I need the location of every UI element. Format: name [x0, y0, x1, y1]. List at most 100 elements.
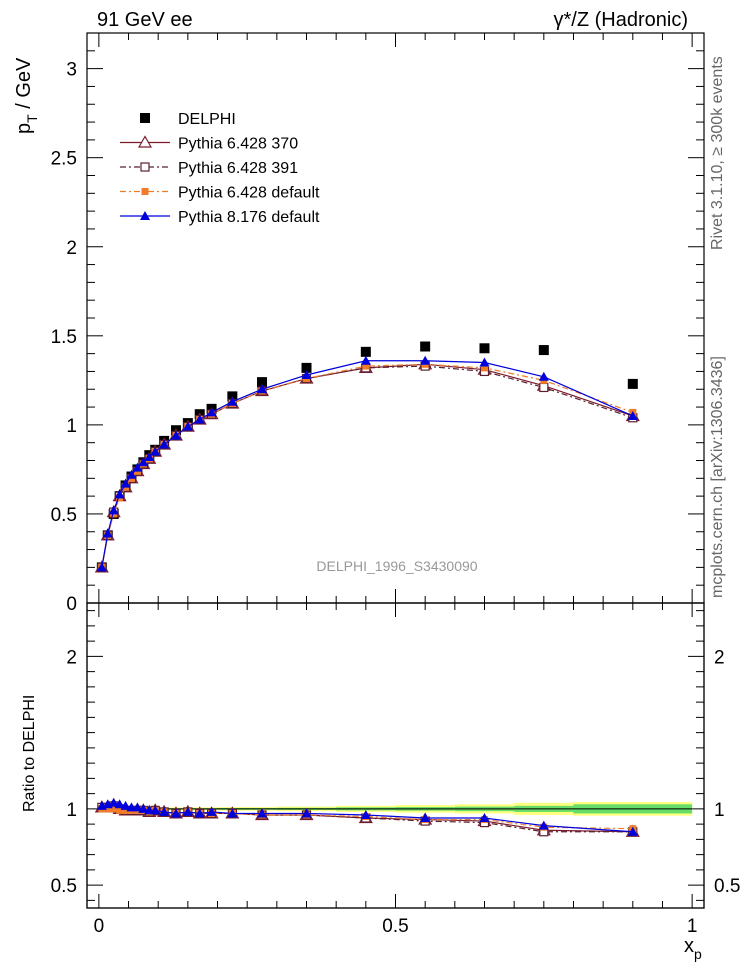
data-point	[538, 371, 549, 381]
data-point	[227, 396, 238, 406]
ratio-point	[159, 806, 170, 816]
legend-entry: Pythia 6.428 370	[120, 135, 298, 153]
data-point	[182, 421, 193, 431]
ratio-point	[194, 808, 205, 818]
analysis-watermark: DELPHI_1996_S3430090	[316, 558, 477, 574]
mcplots-label: mcplots.cern.ch [arXiv:1306.3436]	[709, 356, 726, 598]
series-line	[101, 360, 634, 568]
data-point	[170, 430, 181, 440]
y-tick-label: 2	[66, 238, 77, 259]
data-point	[301, 362, 312, 373]
ratio-point	[104, 805, 112, 813]
y-tick-label: 2.5	[51, 149, 77, 170]
ratio-point	[170, 808, 181, 818]
rivet-label: Rivet 3.1.10, ≥ 300k events	[709, 56, 726, 250]
data-point	[301, 370, 312, 379]
data-point	[539, 382, 549, 393]
x-axis-label: xp	[684, 935, 702, 962]
ratio-point	[538, 820, 549, 830]
y-tick-label: 0.5	[51, 876, 77, 897]
series-pythia-8-176-default	[96, 355, 638, 572]
ratio-point	[132, 802, 143, 812]
data-point	[150, 446, 161, 456]
y-tick-label-right: 2	[714, 647, 725, 668]
legend-entry: Pythia 8.176 default	[120, 209, 320, 226]
data-point	[96, 562, 107, 572]
legend-entry: Pythia 6.428 default	[120, 185, 320, 202]
series-line	[101, 365, 634, 568]
ratio-point	[116, 806, 124, 814]
data-point	[132, 462, 143, 472]
data-point	[159, 439, 170, 449]
legend-label: Pythia 6.428 default	[178, 185, 320, 202]
y-tick-label: 0.5	[51, 505, 77, 526]
x-tick-label: 1	[687, 916, 698, 937]
data-point	[479, 357, 490, 367]
data-point	[144, 451, 155, 461]
legend-entry: DELPHI	[140, 111, 236, 128]
data-point	[420, 355, 431, 365]
legend-label: DELPHI	[178, 111, 236, 128]
data-point	[360, 355, 371, 365]
ratio-point	[360, 809, 371, 819]
data-point	[138, 457, 149, 467]
legend-label: Pythia 8.176 default	[178, 209, 320, 226]
data-point	[120, 478, 131, 488]
legend-marker	[137, 135, 153, 148]
plot-frame	[86, 602, 705, 909]
legend: DELPHI Pythia 6.428 370 Pythia 6.428 391 Py…	[120, 111, 320, 226]
ratio-point	[479, 813, 490, 823]
y-tick-label-right: 1	[714, 800, 725, 821]
data-point	[420, 341, 431, 352]
series-line	[101, 363, 634, 568]
ratio-point	[108, 797, 119, 807]
ratio-point	[122, 806, 130, 814]
ratio-y-axis-label: Ratio to DELPHI	[21, 695, 38, 812]
data-point	[479, 343, 490, 354]
data-point	[206, 407, 217, 417]
header-left: 91 GeV ee	[97, 9, 193, 31]
data-point	[627, 410, 638, 420]
x-tick-label: 0	[94, 916, 105, 937]
ratio-point	[206, 806, 217, 816]
ratio-panel: 0.5 0.5 1 1 2 2 0 0.5 1 Ratio to DELPHI xp	[21, 602, 740, 962]
y-tick-label: 3	[66, 60, 77, 81]
main-panel: 0 0.5 1 1.5 2 2.5 3 pT / GeV DELPHI Pythia 6.428 …	[13, 32, 705, 615]
y-tick-label: 0	[66, 594, 77, 615]
legend-marker	[140, 162, 150, 172]
ratio-point	[120, 800, 131, 810]
ratio-point	[627, 826, 638, 836]
legend-label: Pythia 6.428 391	[178, 160, 298, 177]
data-point	[126, 469, 137, 479]
series-delphi	[96, 341, 638, 573]
legend-marker	[140, 211, 150, 220]
legend-label: Pythia 6.428 370	[178, 136, 298, 153]
ratio-frame-top	[86, 602, 705, 909]
ratio-point	[227, 808, 238, 818]
data-point	[627, 378, 638, 389]
data-point	[114, 489, 125, 499]
data-point	[102, 528, 113, 538]
legend-marker	[140, 113, 150, 123]
x-tick-label: 0.5	[382, 916, 408, 937]
data-point	[360, 346, 371, 357]
ratio-point	[138, 803, 149, 813]
data-point	[538, 345, 549, 356]
y-tick-label-right: 0.5	[714, 876, 740, 897]
y-tick-label: 1	[66, 800, 77, 821]
data-point	[194, 414, 205, 424]
ratio-point	[420, 813, 431, 823]
ratio-point	[182, 806, 193, 816]
series-line	[101, 363, 634, 568]
data-point	[480, 364, 488, 372]
legend-entry: Pythia 6.428 391	[120, 160, 298, 177]
ratio-point	[110, 805, 118, 813]
y-tick-label: 1.5	[51, 327, 77, 348]
ratio-point	[301, 808, 312, 818]
ratio-point	[150, 805, 161, 815]
y-axis-label: pT / GeV	[13, 57, 40, 134]
data-point	[257, 384, 268, 394]
y-tick-label: 2	[66, 647, 77, 668]
series-pythia-6-428-default	[98, 360, 637, 571]
